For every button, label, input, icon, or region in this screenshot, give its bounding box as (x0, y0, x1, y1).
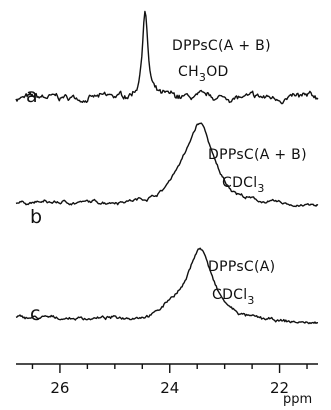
spectrum-trace-c (15, 247, 319, 325)
x-tick-label: 22 (270, 379, 289, 397)
panel-label-a: a (26, 85, 38, 107)
x-tick-label: 26 (50, 379, 69, 397)
spectrum-trace-a (15, 10, 319, 105)
annotation-a-solvent-sub: 3 (199, 71, 206, 84)
annotation-c-sample: DPPsC(A) (208, 259, 275, 275)
annotation-a-solvent-main: CH (178, 64, 199, 80)
panel-label-b: b (30, 206, 42, 228)
x-axis-unit-label: ppm (283, 392, 312, 407)
annotation-c-solvent-sub: 3 (247, 294, 254, 307)
annotation-b-solvent-sub: 3 (257, 182, 264, 195)
x-axis-tick-labels: 26 24 22 (50, 379, 289, 397)
x-axis-ticks (31, 364, 308, 373)
annotation-c-solvent: CDCl3 (212, 287, 255, 307)
spectrum-trace-b (15, 122, 319, 208)
annotation-a-solvent: CH3OD (178, 64, 229, 84)
panel-label-c: c (30, 303, 40, 325)
annotation-b-solvent-main: CDCl (222, 175, 257, 191)
annotation-a-sample: DPPsC(A + B) (172, 38, 271, 54)
x-tick-label: 24 (160, 379, 179, 397)
annotation-a-solvent-tail: OD (206, 64, 228, 80)
annotation-b-sample: DPPsC(A + B) (208, 147, 307, 163)
annotation-c-solvent-main: CDCl (212, 287, 247, 303)
annotation-b-solvent: CDCl3 (222, 175, 265, 195)
